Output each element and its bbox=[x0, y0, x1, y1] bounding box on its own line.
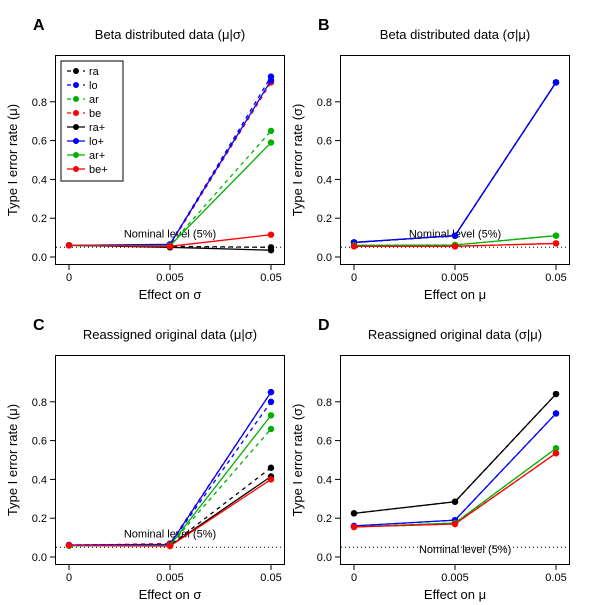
svg-text:ar: ar bbox=[89, 94, 99, 106]
svg-text:0.6: 0.6 bbox=[317, 436, 332, 448]
panel-title: Beta distributed data (μ|σ) bbox=[60, 27, 280, 42]
svg-text:0.05: 0.05 bbox=[260, 272, 281, 284]
plot-C: 0.00.20.40.60.800.0050.05Effect on σType… bbox=[55, 355, 285, 565]
svg-text:Type I error rate (μ): Type I error rate (μ) bbox=[5, 104, 20, 216]
svg-text:0.2: 0.2 bbox=[32, 513, 47, 525]
svg-text:ra+: ra+ bbox=[89, 122, 105, 134]
svg-text:0.4: 0.4 bbox=[317, 474, 332, 486]
svg-text:0.6: 0.6 bbox=[32, 436, 47, 448]
svg-text:0.2: 0.2 bbox=[317, 213, 332, 225]
svg-text:ar+: ar+ bbox=[89, 150, 105, 162]
svg-text:Effect on σ: Effect on σ bbox=[139, 287, 202, 302]
svg-text:0.6: 0.6 bbox=[32, 136, 47, 148]
panel-label: D bbox=[318, 317, 330, 335]
panel-title: Beta distributed data (σ|μ) bbox=[345, 27, 565, 42]
svg-text:Nominal level (5%): Nominal level (5%) bbox=[124, 529, 216, 541]
plot-B: 0.00.20.40.60.800.0050.05Effect on μType… bbox=[340, 55, 570, 265]
panel-title: Reassigned original data (σ|μ) bbox=[345, 327, 565, 342]
svg-text:0.005: 0.005 bbox=[441, 572, 469, 584]
svg-text:0.4: 0.4 bbox=[32, 474, 47, 486]
svg-text:0.0: 0.0 bbox=[317, 552, 332, 564]
svg-text:0.05: 0.05 bbox=[260, 572, 281, 584]
svg-text:0.2: 0.2 bbox=[32, 213, 47, 225]
svg-text:be+: be+ bbox=[89, 164, 108, 176]
plot-A: 0.00.20.40.60.800.0050.05Effect on σType… bbox=[55, 55, 285, 265]
svg-text:Nominal level (5%): Nominal level (5%) bbox=[419, 544, 511, 556]
svg-text:lo: lo bbox=[89, 80, 98, 92]
svg-text:0.8: 0.8 bbox=[32, 97, 47, 109]
svg-text:0.8: 0.8 bbox=[317, 97, 332, 109]
svg-text:0.005: 0.005 bbox=[156, 272, 184, 284]
svg-text:0.005: 0.005 bbox=[156, 572, 184, 584]
svg-text:Type I error rate (μ): Type I error rate (μ) bbox=[5, 404, 20, 516]
svg-text:0: 0 bbox=[351, 272, 357, 284]
panel-label: B bbox=[318, 17, 330, 35]
panel-title: Reassigned original data (μ|σ) bbox=[60, 327, 280, 342]
svg-text:be: be bbox=[89, 108, 101, 120]
svg-text:Type I error rate (σ): Type I error rate (σ) bbox=[290, 404, 305, 517]
svg-text:Type I error rate (σ): Type I error rate (σ) bbox=[290, 104, 305, 217]
svg-text:lo+: lo+ bbox=[89, 136, 104, 148]
svg-text:0.005: 0.005 bbox=[441, 272, 469, 284]
svg-text:Effect on μ: Effect on μ bbox=[424, 287, 486, 302]
svg-text:0: 0 bbox=[351, 572, 357, 584]
svg-text:0.8: 0.8 bbox=[32, 397, 47, 409]
svg-text:Effect on σ: Effect on σ bbox=[139, 587, 202, 602]
panel-label: C bbox=[33, 317, 45, 335]
svg-text:0.05: 0.05 bbox=[545, 272, 566, 284]
svg-text:0: 0 bbox=[66, 272, 72, 284]
svg-text:0: 0 bbox=[66, 572, 72, 584]
svg-text:Nominal level (5%): Nominal level (5%) bbox=[124, 229, 216, 241]
panel-label: A bbox=[33, 17, 45, 35]
svg-text:0.2: 0.2 bbox=[317, 513, 332, 525]
plot-D: 0.00.20.40.60.800.0050.05Effect on μType… bbox=[340, 355, 570, 565]
svg-text:0.6: 0.6 bbox=[317, 136, 332, 148]
svg-text:0.4: 0.4 bbox=[32, 174, 47, 186]
svg-text:0.4: 0.4 bbox=[317, 174, 332, 186]
svg-text:Effect on μ: Effect on μ bbox=[424, 587, 486, 602]
svg-text:0.0: 0.0 bbox=[32, 552, 47, 564]
svg-text:ra: ra bbox=[89, 66, 100, 78]
svg-text:0.05: 0.05 bbox=[545, 572, 566, 584]
svg-text:0.8: 0.8 bbox=[317, 397, 332, 409]
svg-text:0.0: 0.0 bbox=[32, 252, 47, 264]
svg-text:0.0: 0.0 bbox=[317, 252, 332, 264]
